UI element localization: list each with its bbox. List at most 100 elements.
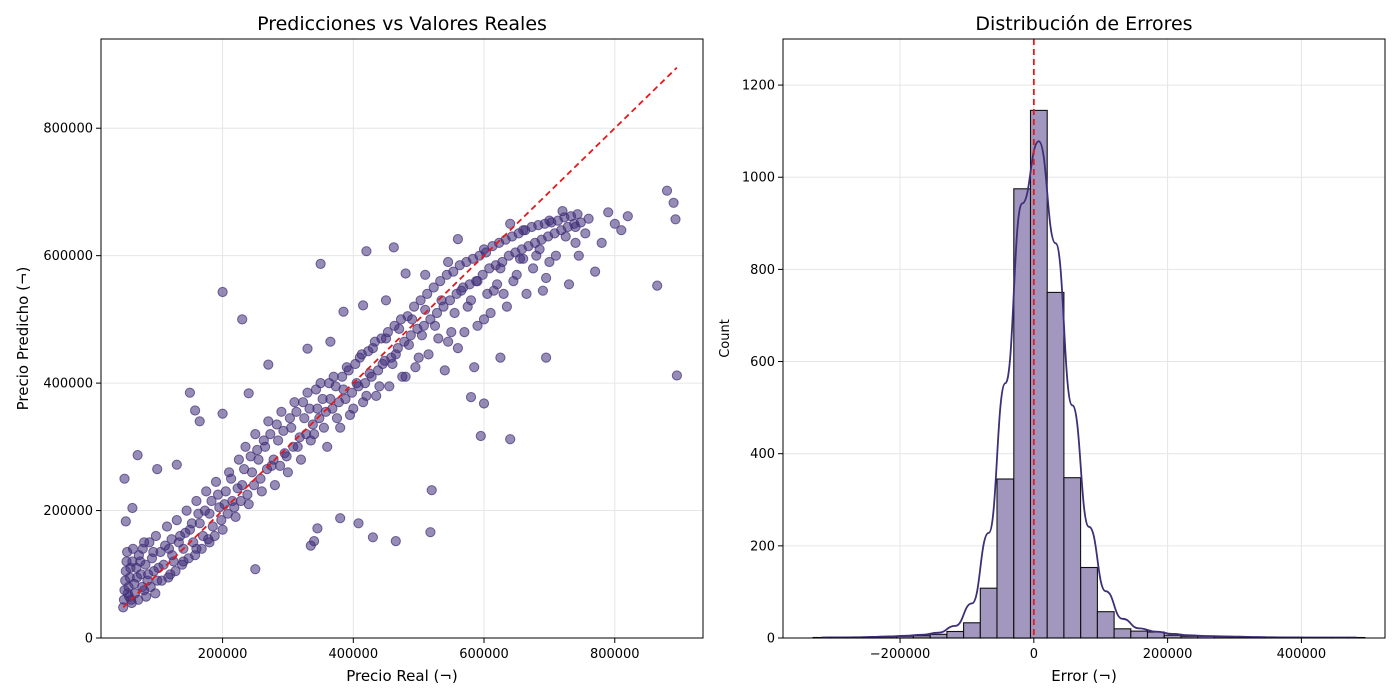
scatter-point xyxy=(132,450,143,461)
scatter-point xyxy=(361,246,372,257)
scatter-point xyxy=(444,295,456,306)
scatter-point xyxy=(190,550,201,561)
scatter-point xyxy=(661,185,673,196)
scatter-point xyxy=(148,546,159,558)
scatter-point xyxy=(452,234,463,245)
scatter-point xyxy=(573,250,584,261)
scatter-point xyxy=(207,521,218,532)
scatter-point xyxy=(150,588,161,599)
scatter-point xyxy=(366,371,377,382)
scatter-point xyxy=(420,269,431,280)
scatter-point xyxy=(250,429,261,440)
histogram-bar xyxy=(1113,628,1132,639)
scatter-point xyxy=(330,381,341,392)
scatter-point xyxy=(384,381,395,392)
scatter-point xyxy=(399,336,410,347)
scatter-point xyxy=(331,413,343,424)
scatter-point xyxy=(243,388,254,399)
scatter-point xyxy=(282,467,293,478)
scatter-point xyxy=(397,371,408,382)
histogram-y-tick-label: 600 xyxy=(750,355,775,370)
scatter-point xyxy=(425,527,436,538)
scatter-point xyxy=(392,343,403,354)
scatter-point xyxy=(288,441,299,452)
scatter-point xyxy=(353,518,364,529)
scatter-points xyxy=(118,185,683,613)
scatter-point xyxy=(344,409,356,421)
histogram-bar xyxy=(946,630,965,639)
scatter-point xyxy=(239,464,250,475)
scatter-point xyxy=(471,276,482,287)
scatter-point xyxy=(171,515,182,526)
histogram-bar xyxy=(996,478,1015,639)
scatter-point xyxy=(171,459,182,470)
scatter-point xyxy=(315,258,326,269)
scatter-point xyxy=(388,242,399,253)
scatter-point xyxy=(139,537,150,548)
histogram-x-ticks: −200000 0 200000 400000 xyxy=(870,638,1326,662)
scatter-point xyxy=(167,550,178,561)
scatter-point xyxy=(233,454,244,465)
histogram-y-tick-label: 1200 xyxy=(742,79,775,94)
scatter-point xyxy=(478,314,490,325)
scatter-point xyxy=(302,343,313,354)
scatter-point xyxy=(210,476,222,487)
scatter-point xyxy=(521,288,532,299)
scatter-point xyxy=(343,365,354,376)
scatter-point xyxy=(152,464,163,475)
scatter-point xyxy=(297,397,309,408)
scatter-point xyxy=(240,441,251,452)
scatter-title: Predicciones vs Valores Reales xyxy=(257,13,547,35)
scatter-point xyxy=(217,408,228,419)
scatter-point xyxy=(469,362,480,373)
scatter-point xyxy=(340,393,351,405)
scatter-point xyxy=(235,495,246,507)
scatter-point xyxy=(358,397,369,408)
scatter-point xyxy=(186,518,197,529)
scatter-point xyxy=(428,282,439,293)
scatter-point xyxy=(245,451,256,462)
histogram-frame xyxy=(782,38,1386,639)
histogram-title: Distribución de Errores xyxy=(975,13,1192,35)
scatter-point xyxy=(405,330,416,341)
scatter-point xyxy=(322,441,333,452)
scatter-point xyxy=(318,422,329,433)
kde-curve xyxy=(821,140,1357,639)
scatter-point xyxy=(616,225,627,236)
scatter-y-tick-label: 600000 xyxy=(43,249,93,264)
scatter-point xyxy=(426,485,437,496)
scatter-point xyxy=(265,429,276,440)
scatter-point xyxy=(291,406,302,417)
scatter-point xyxy=(289,397,300,408)
histogram-bar xyxy=(929,633,948,639)
scatter-point xyxy=(431,307,443,319)
scatter-point xyxy=(177,559,188,570)
scatter-point xyxy=(143,569,154,580)
scatter-point xyxy=(256,486,267,497)
scatter-point xyxy=(508,276,519,287)
scatter-point xyxy=(242,489,253,500)
scatter-point xyxy=(160,540,171,551)
scatter-x-tick-label: 200000 xyxy=(198,647,248,662)
scatter-point xyxy=(209,530,220,542)
scatter-point xyxy=(465,392,477,403)
scatter-point xyxy=(446,327,457,338)
scatter-point xyxy=(367,532,378,543)
scatter-x-ticks: 200000 400000 600000 800000 xyxy=(198,638,640,662)
scatter-point xyxy=(425,314,436,325)
histogram-x-tick-label: 0 xyxy=(1030,647,1038,662)
histogram-bar xyxy=(979,587,998,639)
scatter-point xyxy=(363,346,374,357)
scatter-point xyxy=(505,218,516,229)
scatter-point xyxy=(173,537,184,548)
scatter-point xyxy=(335,513,346,524)
scatter-point xyxy=(284,413,295,424)
scatter-point xyxy=(181,505,192,516)
scatter-point xyxy=(448,266,459,277)
scatter-x-tick-label: 400000 xyxy=(328,647,378,662)
scatter-point xyxy=(263,416,274,427)
scatter-point xyxy=(258,435,269,446)
scatter-point xyxy=(418,320,429,331)
scatter-point xyxy=(609,218,620,229)
scatter-point xyxy=(299,413,310,424)
